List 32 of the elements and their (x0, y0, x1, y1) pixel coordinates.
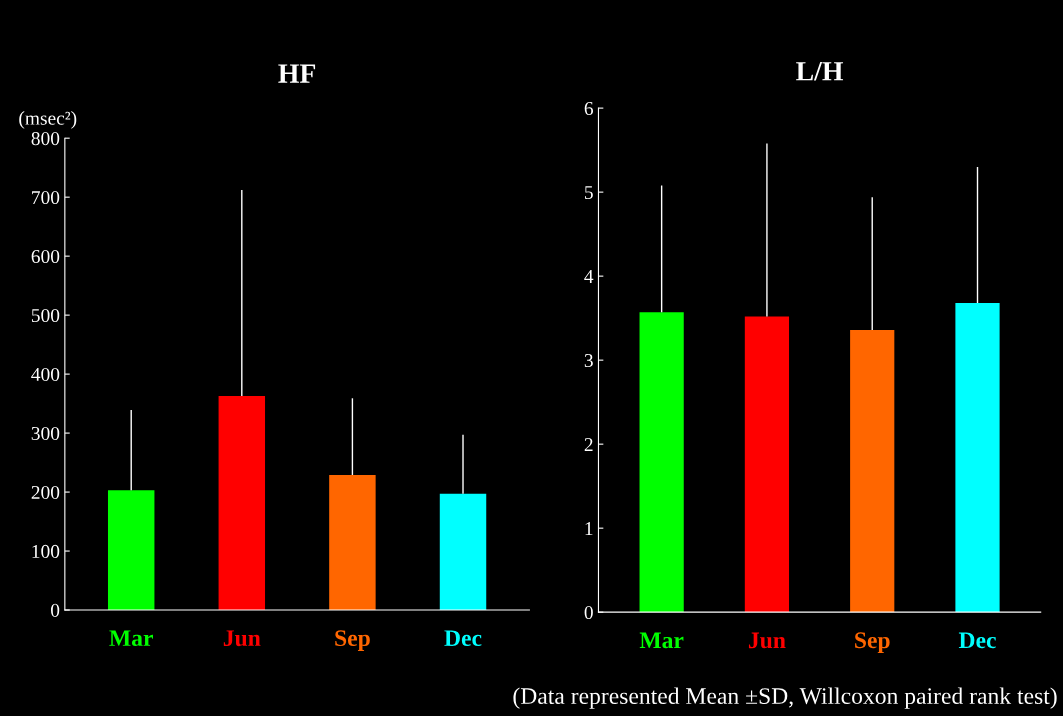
y-tick-label: 0 (51, 603, 60, 617)
y-tick-label: 200 (31, 485, 60, 500)
y-tick-label: 500 (31, 308, 60, 323)
bar (107, 490, 155, 611)
y-tick-label: 3 (584, 354, 593, 368)
chart-title: HF (278, 64, 316, 83)
y-tick-label: 600 (31, 249, 60, 264)
y-tick-label: 800 (31, 132, 60, 146)
x-tick-label: Jun (223, 630, 261, 647)
chart-title: L/H (796, 62, 844, 81)
y-tick-label: 6 (584, 101, 594, 116)
x-tick-label: Mar (109, 630, 153, 647)
x-tick-label: Sep (855, 632, 890, 654)
y-tick-label: 1 (585, 522, 593, 535)
y-tick-label: 300 (31, 426, 60, 441)
x-tick-label: Dec (958, 632, 996, 649)
bar (218, 395, 266, 611)
x-tick-label: Dec (444, 630, 482, 647)
x-tick-label: Mar (639, 632, 684, 649)
y-tick-label: 5 (585, 186, 593, 200)
x-tick-label: Jun (748, 632, 786, 649)
bar (329, 474, 376, 611)
y-tick-label: 4 (584, 270, 594, 283)
bar (439, 493, 487, 611)
y-tick-label: 700 (32, 190, 60, 205)
y-tick-label: 400 (31, 367, 60, 382)
y-tick-label: 2 (584, 438, 593, 451)
text: (Data represented Mean ±SD, Willcoxon paired rank test) (513, 687, 1057, 709)
y-axis-title: (msec²) (19, 111, 77, 129)
x-tick-label: Sep (335, 630, 370, 651)
y-tick-label: 100 (32, 544, 60, 558)
y-tick-label: 0 (584, 606, 593, 620)
